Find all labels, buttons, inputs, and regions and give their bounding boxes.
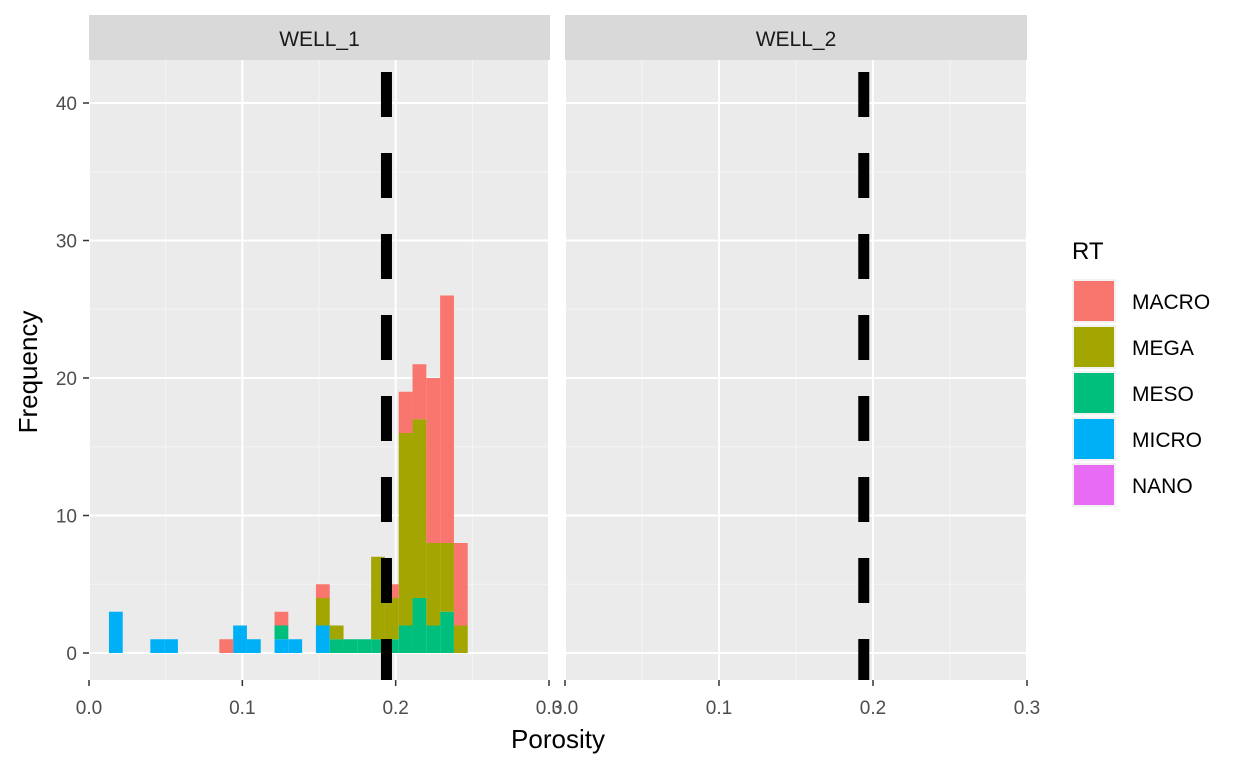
x-tick-label: 0.1 (229, 698, 255, 719)
bar-macro (412, 364, 427, 420)
bar-macro (315, 584, 330, 598)
bar-meso (343, 639, 358, 653)
legend-key-swatch (1074, 373, 1114, 413)
bar-meso (426, 625, 441, 653)
y-tick-label: 30 (56, 232, 77, 253)
legend-item-mega: MEGA (1072, 325, 1194, 369)
bar-micro (233, 625, 247, 653)
bar-mega (440, 543, 454, 612)
legend-item-meso: MESO (1072, 371, 1194, 415)
y-axis-title: Frequency (13, 311, 43, 434)
bar-meso (329, 639, 344, 653)
legend-item-label: MICRO (1132, 429, 1202, 452)
y-tick-label: 40 (56, 94, 77, 115)
series-mega (315, 419, 468, 653)
bar-mega (384, 598, 399, 640)
legend-items: MACRO MEGA MESO MICRO NANO (1072, 279, 1210, 507)
legend-item-label: MESO (1132, 383, 1194, 406)
bar-micro (288, 639, 303, 653)
legend-item-micro: MICRO (1072, 417, 1202, 461)
legend-key-swatch (1074, 281, 1114, 321)
bar-mega (412, 419, 427, 598)
bar-macro (398, 391, 413, 433)
legend-item-label: MEGA (1132, 337, 1194, 360)
x-tick-label: 0.3 (1014, 698, 1040, 719)
bar-mega (453, 625, 468, 653)
bar-micro (150, 639, 165, 653)
x-tick-label: 0.2 (382, 698, 408, 719)
x-tick-label: 0.3 (536, 698, 562, 719)
series-micro (108, 611, 330, 653)
bar-macro (426, 378, 441, 543)
bar-mega (426, 543, 441, 626)
legend-item-macro: MACRO (1072, 279, 1210, 323)
bar-meso (412, 598, 427, 653)
facet-strip (89, 15, 550, 60)
bar-meso (440, 611, 454, 653)
bar-macro (219, 639, 234, 653)
bar-meso (398, 625, 413, 653)
bar-macro (274, 611, 289, 626)
x-tick-label: 0.1 (706, 698, 732, 719)
legend-title: RT (1072, 238, 1104, 265)
bar-micro (164, 639, 178, 653)
facet-strip-label: WELL_1 (279, 28, 360, 51)
bar-mega (398, 433, 413, 626)
legend-item-label: MACRO (1132, 291, 1210, 314)
legend-key-swatch (1074, 327, 1114, 367)
bar-micro (246, 639, 261, 653)
bar-micro (108, 611, 123, 653)
y-tick-label: 10 (56, 507, 77, 528)
bar-micro (315, 625, 330, 653)
bar-meso (274, 625, 289, 640)
y-tick-label: 20 (56, 369, 77, 390)
panel-well_2: WELL_2 0.0 0.1 0.2 0.3 (552, 15, 1040, 719)
legend-item-nano: NANO (1072, 463, 1193, 507)
bar-mega (329, 625, 344, 640)
x-tick-label: 0.2 (860, 698, 886, 719)
x-tick-label: 0.0 (552, 698, 578, 719)
bar-macro (453, 543, 468, 626)
legend-key-swatch (1074, 419, 1114, 459)
facet-strip (565, 15, 1027, 60)
x-axis-title: Porosity (511, 724, 605, 754)
panels-layer: WELL_1 0.0 0.1 0.2 0.3 0 10 20 30 40 WELL_2 0.0 0.1 0… (56, 15, 1040, 719)
bar-mega (315, 598, 330, 626)
legend-key-swatch (1074, 465, 1114, 505)
legend-item-label: NANO (1132, 475, 1193, 498)
bar-meso (357, 639, 372, 653)
panel-well_1: WELL_1 0.0 0.1 0.2 0.3 0 10 20 30 40 (56, 15, 562, 719)
bar-macro (440, 295, 454, 543)
x-tick-label: 0.0 (76, 698, 102, 719)
facet-strip-label: WELL_2 (756, 28, 837, 51)
legend: RT MACRO MEGA MESO MICRO NANO (1072, 238, 1210, 507)
y-tick-label: 0 (66, 644, 77, 665)
bar-micro (274, 639, 289, 653)
